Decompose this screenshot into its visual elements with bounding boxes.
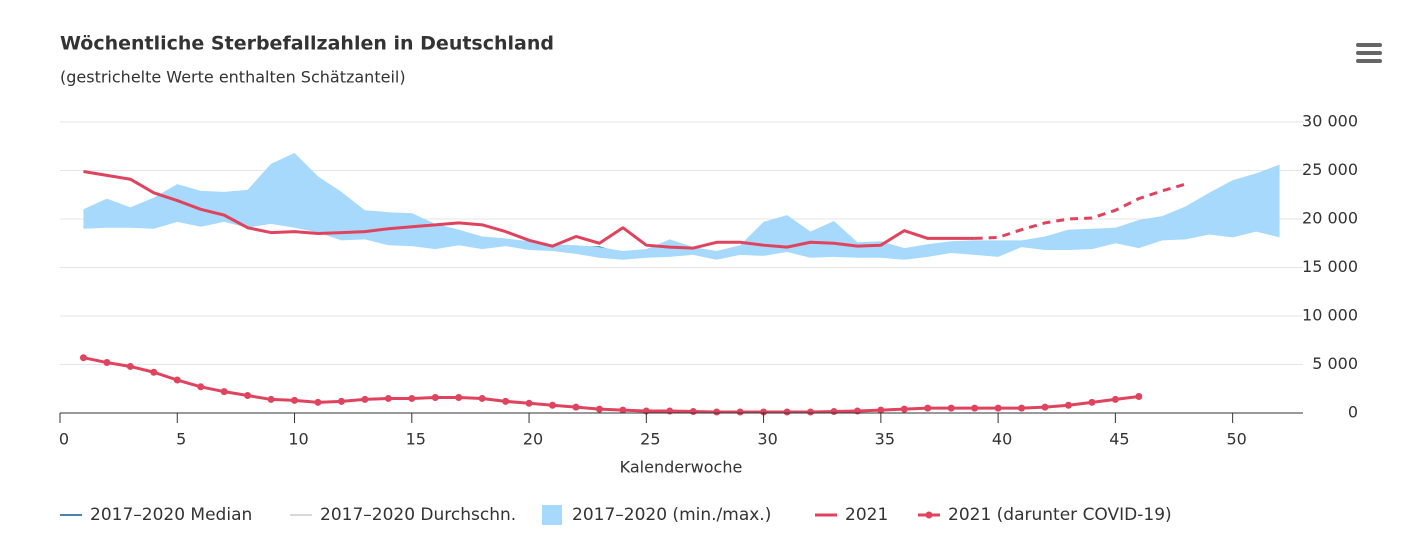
x-tick-label: 35	[875, 430, 895, 449]
series-line	[83, 169, 975, 250]
data-point	[666, 407, 674, 415]
data-point	[947, 404, 955, 412]
data-point	[1018, 404, 1026, 412]
data-point	[525, 399, 533, 407]
data-point	[1111, 395, 1119, 403]
data-point	[173, 376, 181, 384]
menu-bar	[1356, 51, 1382, 55]
data-point	[431, 393, 439, 401]
data-point	[455, 393, 463, 401]
x-tick-label: 40	[992, 430, 1012, 449]
data-point	[994, 404, 1002, 412]
data-point	[150, 368, 158, 376]
data-point	[549, 401, 557, 409]
data-point	[1088, 398, 1096, 406]
legend-label: 2017–2020 (min./max.)	[572, 505, 771, 525]
data-point	[126, 362, 134, 370]
data-point	[267, 395, 275, 403]
menu-button[interactable]	[1356, 43, 1382, 63]
data-point	[853, 407, 861, 415]
data-point	[361, 395, 369, 403]
chart-title: Wöchentliche Sterbefallzahlen in Deutsch…	[60, 33, 554, 55]
legend-swatch	[542, 505, 562, 525]
menu-bar	[1356, 59, 1382, 63]
data-point	[478, 394, 486, 402]
data-point	[595, 405, 603, 413]
legend-item[interactable]: 2021	[815, 505, 888, 525]
data-point	[830, 408, 838, 416]
data-point	[291, 396, 299, 404]
data-point	[736, 408, 744, 416]
legend-marker	[925, 511, 933, 519]
data-point	[900, 405, 908, 413]
range-area	[83, 153, 1280, 260]
y-tick-label: 20 000	[1302, 209, 1358, 228]
data-point	[314, 398, 322, 406]
data-point	[197, 383, 205, 391]
data-point	[1064, 401, 1072, 409]
data-point	[924, 404, 932, 412]
data-point	[783, 408, 791, 416]
y-tick-label: 10 000	[1302, 306, 1358, 325]
legend-label: 2021 (darunter COVID-19)	[948, 505, 1172, 525]
plot-area	[79, 153, 1280, 416]
series-line	[83, 356, 1140, 414]
x-tick-label: 20	[523, 430, 543, 449]
x-tick-label: 25	[640, 430, 660, 449]
data-point	[337, 397, 345, 405]
data-point	[572, 403, 580, 411]
chart-subtitle: (gestrichelte Werte enthalten Schätzante…	[60, 68, 406, 87]
legend-label: 2017–2020 Median	[90, 505, 252, 525]
legend-item[interactable]: 2017–2020 Median	[60, 505, 252, 525]
y-tick-label: 5 000	[1312, 354, 1358, 373]
legend-item[interactable]: 2017–2020 (min./max.)	[542, 505, 771, 525]
menu-bar	[1356, 43, 1382, 47]
data-point	[689, 408, 697, 416]
data-point	[806, 408, 814, 416]
x-tick-label: 5	[176, 430, 186, 449]
data-point	[502, 397, 510, 405]
y-tick-label: 30 000	[1302, 112, 1358, 131]
data-point	[760, 408, 768, 416]
data-point	[1041, 403, 1049, 411]
x-tick-label: 10	[288, 430, 308, 449]
data-point	[244, 392, 252, 400]
series-line	[974, 182, 1187, 240]
data-point	[877, 406, 885, 414]
legend-item[interactable]: 2021 (darunter COVID-19)	[918, 505, 1172, 525]
data-point	[408, 394, 416, 402]
x-tick-label: 30	[757, 430, 777, 449]
data-point	[713, 408, 721, 416]
data-point	[220, 388, 228, 396]
data-point	[384, 394, 392, 402]
x-tick-label: 0	[59, 430, 69, 449]
x-axis-title: Kalenderwoche	[620, 458, 743, 477]
x-tick-label: 15	[406, 430, 426, 449]
data-point	[79, 354, 87, 362]
data-point	[619, 406, 627, 414]
legend-label: 2021	[845, 505, 888, 525]
data-point	[971, 404, 979, 412]
y-tick-label: 25 000	[1302, 160, 1358, 179]
legend-item[interactable]: 2017–2020 Durchschn.	[290, 505, 516, 525]
data-point	[1135, 393, 1143, 401]
y-tick-label: 0	[1348, 403, 1358, 422]
data-point	[103, 359, 111, 367]
legend-label: 2017–2020 Durchschn.	[320, 505, 516, 525]
x-tick-label: 50	[1226, 430, 1246, 449]
x-tick-label: 45	[1109, 430, 1129, 449]
y-tick-label: 15 000	[1302, 257, 1358, 276]
